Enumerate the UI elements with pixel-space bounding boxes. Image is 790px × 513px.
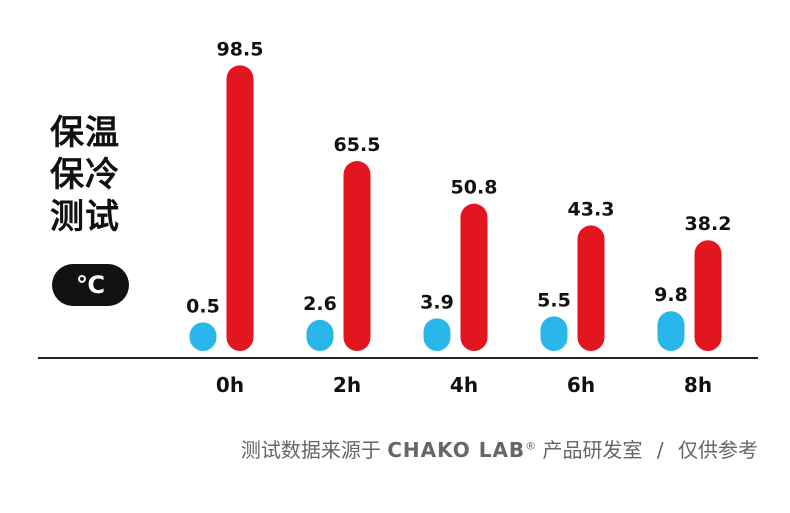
source-note: 测试数据来源于 CHAKO LAB® 产品研发室 / 仅供参考 [241,434,758,463]
chart-title: 保温 保冷 测试 [50,112,140,238]
hot-value-label-0h: 98.5 [217,38,264,60]
hot-bar-8h [694,240,722,351]
x-tick-label-8h: 8h [684,373,712,397]
x-tick-label-4h: 4h [450,373,478,397]
cold-value-label-2h: 2.6 [303,293,337,315]
x-tick-label-0h: 0h [216,373,244,397]
hot-bar-4h [460,203,488,351]
registered-mark: ® [525,439,537,453]
cold-bar-2h [306,319,334,351]
unit-badge: ℃ [52,264,129,306]
hot-bar-6h [577,225,605,351]
x-tick-label-2h: 2h [333,373,361,397]
title-line-2: 保冷 [50,155,120,195]
title-line-1: 保温 [50,113,120,153]
title-line-3: 测试 [50,197,120,237]
cold-bar-6h [540,316,568,351]
x-tick-label-6h: 6h [567,373,595,397]
source-suffix: 产品研发室 [542,438,643,462]
cold-bar-0h [189,322,217,351]
footer-separator: / [656,438,664,462]
footer-note: 仅供参考 [678,438,758,462]
cold-bar-8h [657,311,685,351]
hot-bar-0h [226,65,254,351]
hot-value-label-6h: 43.3 [568,198,615,220]
source-prefix: 测试数据来源于 [240,438,381,462]
cold-value-label-6h: 5.5 [537,289,571,311]
cold-value-label-8h: 9.8 [654,284,688,306]
cold-bar-4h [423,318,451,351]
hot-value-label-8h: 38.2 [685,213,732,235]
hot-value-label-2h: 65.5 [334,134,381,156]
cold-value-label-0h: 0.5 [186,295,220,317]
hot-bar-2h [343,161,371,351]
cold-value-label-4h: 3.9 [420,291,454,313]
brand-name: CHAKO LAB [387,438,526,462]
hot-value-label-4h: 50.8 [451,177,498,199]
